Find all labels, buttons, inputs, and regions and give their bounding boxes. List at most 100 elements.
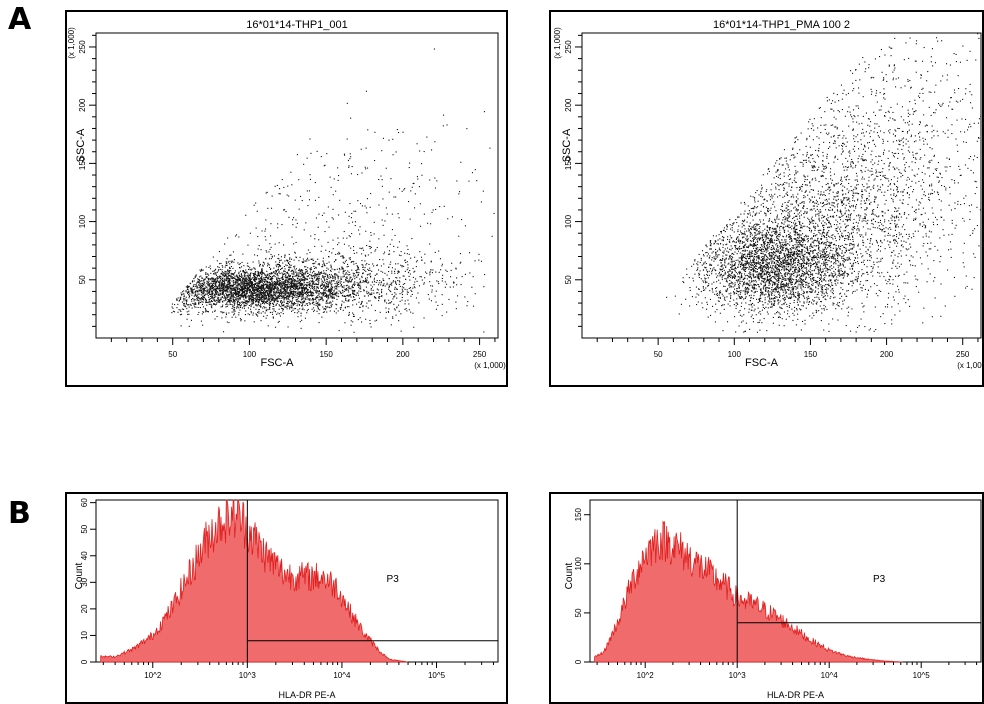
scatter-point-0-3690 — [471, 286, 473, 288]
scatter-point-0-169 — [202, 311, 204, 313]
scatter-point-0-846 — [309, 303, 311, 305]
scatter-point-0-1003 — [328, 297, 330, 299]
scatter-point-0-2943 — [211, 280, 213, 282]
scatter-point-0-4413 — [254, 276, 256, 278]
scatter-point-0-4084 — [219, 289, 221, 291]
scatter-point-0-582 — [286, 294, 288, 296]
scatter-point-0-3557 — [298, 293, 300, 295]
scatter-point-0-3367 — [333, 310, 335, 312]
scatter-point-0-3266 — [349, 278, 351, 280]
scatter-point-0-3586 — [377, 289, 379, 291]
scatter-point-0-2043 — [248, 276, 250, 278]
scatter-point-0-3260 — [400, 264, 402, 266]
scatter-point-0-1044 — [201, 280, 203, 282]
scatter-point-0-4530 — [283, 209, 285, 211]
scatter-point-0-2586 — [281, 279, 283, 281]
scatter-point-0-3194 — [271, 272, 273, 274]
scatter-point-0-3573 — [232, 306, 234, 308]
scatter-point-0-4334 — [298, 273, 300, 275]
scatter-point-0-1200 — [195, 303, 197, 305]
scatter-point-0-2894 — [282, 296, 284, 298]
scatter-point-0-473 — [309, 294, 311, 296]
scatter-point-0-2116 — [321, 283, 323, 285]
scatter-point-0-3653 — [380, 284, 382, 286]
scatter-point-0-3046 — [218, 251, 220, 253]
scatter-point-0-1673 — [276, 291, 278, 293]
scatter-point-0-4480 — [245, 214, 247, 216]
scatter-point-0-992 — [208, 278, 210, 280]
scatter-point-0-2723 — [212, 296, 214, 298]
scatter-point-1-10 — [753, 253, 755, 255]
scatter-point-0-3051 — [325, 300, 327, 302]
scatter-point-0-2447 — [324, 291, 326, 293]
scatter-point-0-4291 — [261, 300, 263, 302]
scatter-point-0-2125 — [309, 299, 311, 301]
scatter-point-0-1689 — [222, 286, 224, 288]
scatter-point-0-879 — [270, 291, 272, 293]
scatter-point-0-3124 — [370, 275, 372, 277]
scatter-point-0-3509 — [431, 272, 433, 274]
scatter-point-0-3935 — [390, 324, 392, 326]
scatter-point-0-4194 — [408, 253, 410, 255]
scatter-point-0-1114 — [219, 301, 221, 303]
scatter-point-0-3485 — [364, 267, 366, 269]
scatter-point-0-78 — [304, 292, 306, 294]
scatter-point-0-4401 — [364, 254, 366, 256]
scatter-point-0-210 — [241, 280, 243, 282]
scatter-point-0-801 — [237, 280, 239, 282]
scatter-point-0-618 — [317, 281, 319, 283]
scatter-point-0-1844 — [221, 296, 223, 298]
scatter-point-0-1442 — [218, 300, 220, 302]
scatter-point-0-1072 — [336, 286, 338, 288]
scatter-point-0-689 — [242, 278, 244, 280]
scatter-point-0-4288 — [443, 205, 445, 207]
scatter-point-0-558 — [324, 280, 326, 282]
scatter-point-0-3081 — [270, 277, 272, 279]
scatter-point-0-3106 — [364, 295, 366, 297]
scatter-point-0-2034 — [236, 287, 238, 289]
scatter-point-0-37 — [324, 274, 326, 276]
scatter-point-0-3338 — [368, 245, 370, 247]
scatter-point-0-1954 — [275, 311, 277, 313]
scatter-point-0-3755 — [286, 271, 288, 273]
scatter-point-0-1976 — [215, 292, 217, 294]
scatter-point-0-957 — [275, 286, 277, 288]
scatter-point-0-2514 — [217, 280, 219, 282]
scatter-point-0-2314 — [298, 269, 300, 271]
scatter-point-0-1096 — [235, 290, 237, 292]
scatter-point-0-607 — [208, 279, 210, 281]
scatter-point-0-1879 — [256, 288, 258, 290]
scatter-point-0-2035 — [257, 311, 259, 313]
scatter-point-0-3512 — [390, 284, 392, 286]
scatter-point-0-3013 — [268, 284, 270, 286]
scatter-point-0-624 — [230, 276, 232, 278]
scatter-point-0-3553 — [193, 280, 195, 282]
scatter-point-0-3787 — [397, 270, 399, 272]
scatter-point-0-4405 — [360, 148, 362, 150]
scatter-point-0-4441 — [493, 212, 495, 214]
scatter-point-0-3383 — [322, 291, 324, 293]
scatter-point-0-2914 — [227, 295, 229, 297]
scatter-point-0-4366 — [295, 219, 297, 221]
scatter-point-0-3842 — [350, 320, 352, 322]
scatter-point-0-4302 — [353, 331, 355, 333]
scatter-point-0-3568 — [276, 283, 278, 285]
scatter-point-0-1876 — [296, 300, 298, 302]
scatter-point-0-3389 — [385, 311, 387, 313]
scatter-point-0-2408 — [312, 283, 314, 285]
scatter-point-0-1084 — [188, 295, 190, 297]
scatter-point-0-4332 — [283, 186, 285, 188]
scatter-point-0-2258 — [261, 289, 263, 291]
scatter-point-0-4066 — [403, 265, 405, 267]
scatter-point-0-865 — [277, 283, 279, 285]
scatter-point-0-3465 — [429, 274, 431, 276]
scatter-point-0-3650 — [327, 281, 329, 283]
scatter-point-0-2293 — [261, 278, 263, 280]
scatter-point-0-3534 — [280, 286, 282, 288]
scatter-point-0-2027 — [249, 283, 251, 285]
scatter-point-0-1875 — [336, 285, 338, 287]
scatter-point-0-2037 — [340, 292, 342, 294]
scatter-point-0-738 — [193, 304, 195, 306]
scatter-point-0-3225 — [392, 316, 394, 318]
scatter-point-0-4548 — [414, 256, 416, 258]
